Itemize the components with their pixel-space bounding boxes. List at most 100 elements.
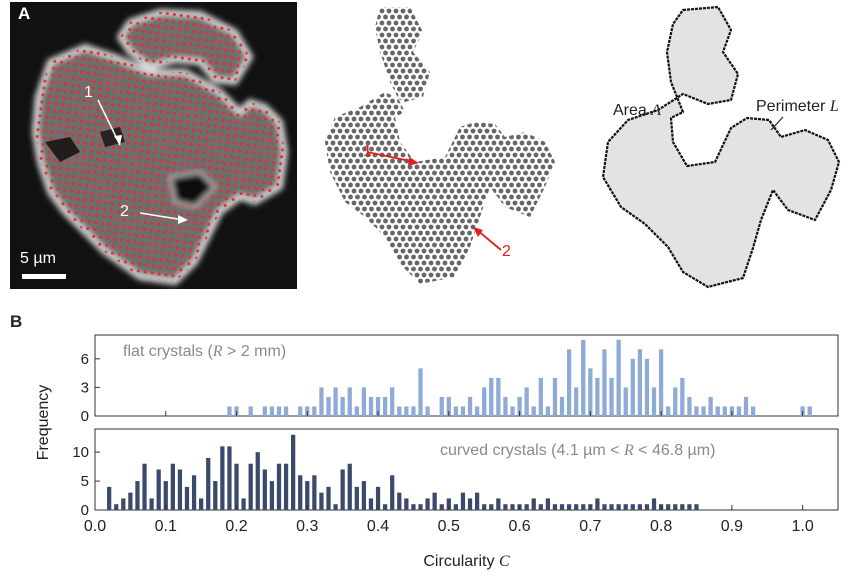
histogram-bar xyxy=(588,368,593,416)
histogram-bar xyxy=(397,406,402,416)
y-tick-label: 6 xyxy=(81,351,89,368)
histogram-bar xyxy=(595,498,600,510)
histogram-bar xyxy=(474,492,480,510)
histogram-bar xyxy=(298,475,303,510)
histogram-bar xyxy=(807,406,812,416)
histogram-bar xyxy=(736,406,742,416)
histogram-bar xyxy=(538,504,543,510)
histogram-bar xyxy=(644,358,650,416)
histogram-bar xyxy=(404,498,409,510)
legend-symbol: R xyxy=(212,343,223,360)
histogram-bar xyxy=(248,406,253,416)
histogram-bar xyxy=(496,498,501,510)
histogram-bar xyxy=(630,358,635,416)
histogram-bar xyxy=(191,475,197,510)
histogram-bar xyxy=(326,396,331,416)
histogram-bar xyxy=(375,486,381,510)
histogram-bar xyxy=(566,349,572,416)
histogram-bar xyxy=(283,463,289,510)
perimeter-symbol: L xyxy=(829,98,839,115)
lattice-diagram xyxy=(305,2,570,289)
histogram-bar xyxy=(658,349,664,416)
histogram-bar xyxy=(651,498,657,510)
histogram-bar xyxy=(397,492,402,510)
histogram-bar xyxy=(368,498,374,510)
x-axis-label-text: Circularity xyxy=(423,553,499,570)
histogram-bar xyxy=(361,387,367,416)
histogram-bar xyxy=(375,396,381,416)
plot-frame xyxy=(94,334,839,417)
crystal-region xyxy=(31,8,289,286)
lattice-points xyxy=(325,7,555,284)
histogram-bar xyxy=(213,481,218,510)
histogram-bar xyxy=(354,406,359,416)
histogram-bar xyxy=(574,387,579,416)
histogram-bar xyxy=(283,406,289,416)
histogram-bar xyxy=(552,377,558,416)
histogram-bar xyxy=(156,469,161,510)
histogram-bar xyxy=(142,463,147,510)
histogram-bar xyxy=(602,504,607,510)
x-tick-label: 0.9 xyxy=(721,518,743,535)
histogram-bar xyxy=(121,498,126,510)
histogram-bar xyxy=(609,377,614,416)
y-tick-label: 0 xyxy=(81,408,89,425)
histogram-bar xyxy=(552,504,558,510)
histogram-bar xyxy=(432,492,437,510)
histogram-bar xyxy=(425,498,430,510)
histogram-bar xyxy=(177,469,183,510)
histogram-bar xyxy=(687,396,692,416)
histogram-bar xyxy=(602,349,607,416)
histogram-bar xyxy=(694,406,699,416)
x-tick-label: 0.0 xyxy=(84,518,106,535)
panel-letter-a: A xyxy=(18,4,31,23)
histogram-bar xyxy=(361,481,367,510)
histogram-bar xyxy=(609,504,614,510)
histogram-bar xyxy=(276,406,282,416)
histogram-bar xyxy=(545,498,550,510)
histogram-bar xyxy=(446,396,451,416)
x-tick-label: 1.0 xyxy=(791,518,813,535)
histogram-bar xyxy=(574,504,579,510)
histogram-bar xyxy=(566,504,572,510)
histogram-bar xyxy=(319,387,324,416)
histogram-bar xyxy=(326,486,331,510)
histogram-bar xyxy=(411,406,416,416)
area-label: Area A xyxy=(613,102,661,120)
histogram-bar xyxy=(305,481,310,510)
histogram-bar xyxy=(630,504,635,510)
histogram-bar xyxy=(418,368,423,416)
x-axis-symbol: C xyxy=(499,553,510,570)
marker-2-label: 2 xyxy=(120,203,129,220)
histogram-bar xyxy=(114,504,119,510)
histogram-bar xyxy=(517,396,522,416)
histogram-bar xyxy=(107,486,112,510)
histogram-bar xyxy=(333,387,338,416)
histogram-bar xyxy=(581,339,586,416)
histogram-bar xyxy=(666,504,671,510)
histogram-bar xyxy=(489,504,494,510)
histogram-bar xyxy=(460,492,466,510)
series-legend: flat crystals (R > 2 mm) xyxy=(123,343,286,360)
panel-letter-b: B xyxy=(10,312,23,331)
histogram-bar xyxy=(687,504,692,510)
histogram-bar xyxy=(135,481,140,510)
y-tick-label: 10 xyxy=(72,444,89,461)
histogram-bar xyxy=(701,406,706,416)
series-legend: curved crystals (4.1 µm < R < 46.8 µm) xyxy=(440,442,715,459)
perimeter-label-text: Perimeter xyxy=(756,98,826,115)
histogram-bar xyxy=(524,504,529,510)
histogram-bar xyxy=(623,387,628,416)
curved-crystals-histogram: 0 5 10 curved crystals (4.1 µm < R < 46.8 µ… xyxy=(72,428,839,535)
histogram-bar xyxy=(227,446,232,510)
circularity-histograms: 0 3 6 flat crystals (R > 2 mm) 0 5 10 curved c… xyxy=(0,300,865,575)
histogram-bar xyxy=(269,406,275,416)
plot-frame xyxy=(94,428,839,511)
marker-1-label: 1 xyxy=(84,84,93,101)
y-tick-label: 5 xyxy=(81,473,89,490)
histogram-bar xyxy=(474,406,480,416)
histogram-bar xyxy=(545,406,550,416)
histogram-bar xyxy=(446,498,451,510)
lattice-marker-2: 2 xyxy=(502,243,511,260)
histogram-bar xyxy=(496,377,501,416)
